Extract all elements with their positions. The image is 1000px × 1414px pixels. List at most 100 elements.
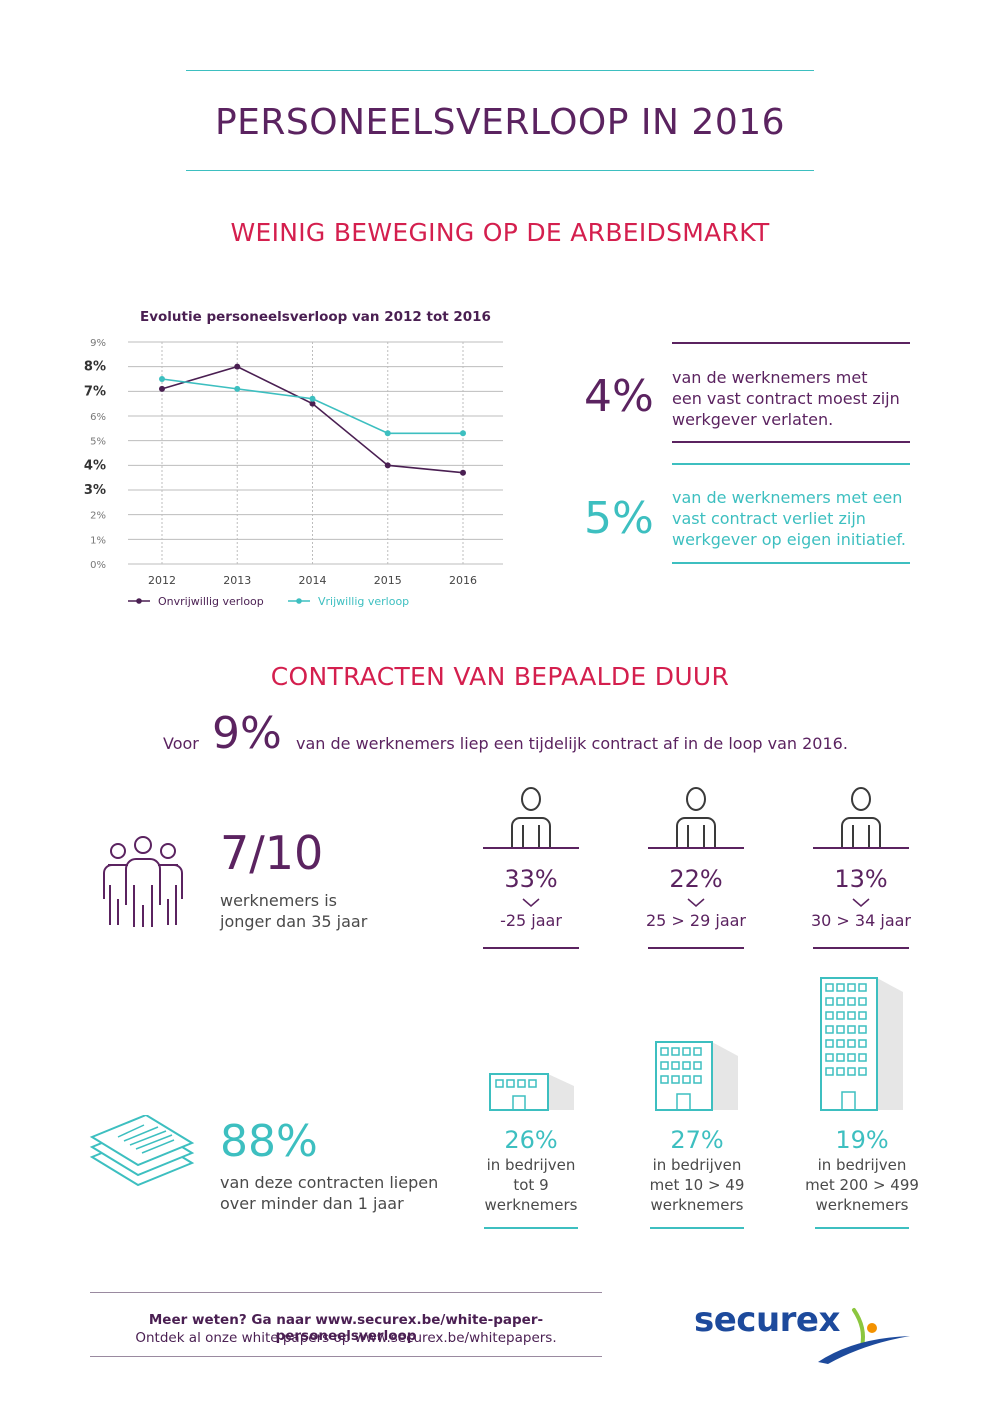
large-building-icon bbox=[820, 977, 903, 1111]
medium-building-icon bbox=[655, 1041, 738, 1111]
short-text: van deze contracten liepen over minder d… bbox=[220, 1172, 438, 1214]
stat1-text-line: werkgever verlaten. bbox=[672, 410, 834, 429]
age-bottom-rule bbox=[483, 947, 579, 949]
y-tick-label: 4% bbox=[84, 458, 106, 473]
young-text-line: jonger dan 35 jaar bbox=[220, 912, 368, 931]
young-value: 7/10 bbox=[220, 826, 324, 880]
company-label-line: met 10 > 49 bbox=[649, 1176, 745, 1194]
temp-prefix: Voor bbox=[163, 734, 199, 753]
legend-label: Onvrijwillig verloop bbox=[158, 595, 264, 608]
chevron-down-icon bbox=[522, 898, 540, 907]
y-tick-label: 3% bbox=[84, 483, 106, 498]
x-tick-label: 2014 bbox=[299, 574, 327, 587]
footer-whitepapers-line[interactable]: Ontdek al onze white papers op www.secur… bbox=[135, 1330, 557, 1346]
age-label: 25 > 29 jaar bbox=[645, 911, 746, 930]
securex-logo[interactable]: securex bbox=[694, 1298, 914, 1368]
age-pct: 33% bbox=[504, 865, 558, 893]
footer-link-line[interactable]: Meer weten? Ga naar www.securex.be/white… bbox=[148, 1312, 544, 1344]
stat2-text-line: werkgever op eigen initiatief. bbox=[672, 530, 906, 549]
documents-stack-icon bbox=[89, 1115, 195, 1187]
age-group: 33% -25 jaar bbox=[481, 785, 581, 965]
chevron-down-icon bbox=[852, 898, 870, 907]
stat2-text-line: van de werknemers met een bbox=[672, 488, 903, 507]
stat2-value: 5% bbox=[584, 493, 654, 544]
title-top-rule bbox=[186, 70, 814, 71]
y-tick-label: 8% bbox=[84, 360, 106, 375]
company-pct: 26% bbox=[504, 1126, 558, 1154]
data-point bbox=[234, 385, 241, 392]
temp-value: 9% bbox=[212, 708, 282, 759]
company-label: in bedrijven met 10 > 49 werknemers bbox=[632, 1155, 762, 1215]
stat1-text-line: een vast contract moest zijn bbox=[672, 389, 900, 408]
stat2-top-rule bbox=[672, 463, 910, 465]
stat1-text-line: van de werknemers met bbox=[672, 368, 868, 387]
age-label: -25 jaar bbox=[500, 911, 562, 930]
company-label-line: werknemers bbox=[815, 1196, 909, 1214]
company-label-line: werknemers bbox=[484, 1196, 578, 1214]
y-tick-label: 7% bbox=[84, 384, 106, 399]
company-label-line: met 200 > 499 bbox=[805, 1176, 919, 1194]
age-group: 13% 30 > 34 jaar bbox=[811, 785, 911, 965]
stat2-text: van de werknemers met een vast contract … bbox=[672, 487, 906, 550]
stat1-text: van de werknemers met een vast contract … bbox=[672, 367, 900, 430]
data-point bbox=[159, 376, 165, 382]
y-tick-label: 5% bbox=[90, 437, 106, 448]
stat1-value: 4% bbox=[584, 371, 654, 422]
data-point bbox=[159, 385, 165, 392]
age-bottom-rule bbox=[813, 947, 909, 949]
logo-wordmark: securex bbox=[694, 1300, 840, 1340]
y-tick-label: 9% bbox=[90, 338, 106, 349]
y-tick-label: 0% bbox=[90, 560, 106, 571]
people-group-icon bbox=[103, 836, 183, 927]
young-text: werknemers is jonger dan 35 jaar bbox=[220, 890, 367, 932]
company-bottom-rule bbox=[484, 1227, 578, 1229]
legend-label: Vrijwillig verloop bbox=[318, 595, 409, 608]
company-label-line: in bedrijven bbox=[652, 1156, 742, 1174]
data-point bbox=[460, 430, 466, 437]
section2-title: CONTRACTEN VAN BEPAALDE DUUR bbox=[270, 662, 730, 691]
short-value: 88% bbox=[220, 1116, 318, 1167]
age-bottom-rule bbox=[648, 947, 744, 949]
age-group: 22% 25 > 29 jaar bbox=[646, 785, 746, 965]
company-label: in bedrijven tot 9 werknemers bbox=[466, 1155, 596, 1215]
y-tick-label: 1% bbox=[90, 535, 106, 546]
stat1-bottom-rule bbox=[672, 441, 910, 443]
x-tick-label: 2013 bbox=[223, 574, 251, 587]
data-point bbox=[234, 363, 241, 370]
data-point bbox=[384, 462, 391, 469]
legend-marker bbox=[296, 598, 302, 604]
x-tick-label: 2012 bbox=[148, 574, 176, 587]
small-building-icon bbox=[489, 1073, 574, 1111]
y-tick-label: 2% bbox=[90, 511, 106, 522]
short-text-line: over minder dan 1 jaar bbox=[220, 1194, 404, 1213]
footer-bottom-rule bbox=[90, 1356, 602, 1357]
legend-marker bbox=[136, 598, 142, 604]
company-pct: 19% bbox=[835, 1126, 889, 1154]
age-pct: 13% bbox=[834, 865, 888, 893]
company-label: in bedrijven met 200 > 499 werknemers bbox=[797, 1155, 927, 1215]
logo-swoosh-icon bbox=[818, 1308, 910, 1364]
company-pct: 27% bbox=[670, 1126, 724, 1154]
data-point bbox=[460, 469, 466, 476]
temp-text: van de werknemers liep een tijdelijk con… bbox=[296, 734, 848, 753]
page-title: PERSONEELSVERLOOP IN 2016 bbox=[214, 102, 786, 143]
stat2-text-line: vast contract verliet zijn bbox=[672, 509, 866, 528]
company-bottom-rule bbox=[650, 1227, 744, 1229]
person-at-desk-icon bbox=[648, 787, 744, 849]
chevron-down-icon bbox=[687, 898, 705, 907]
stat1-top-rule bbox=[672, 342, 910, 344]
company-label-line: in bedrijven bbox=[486, 1156, 576, 1174]
footer-top-rule bbox=[90, 1292, 602, 1293]
x-tick-label: 2016 bbox=[449, 574, 477, 587]
data-point bbox=[384, 430, 391, 437]
data-point bbox=[309, 400, 316, 407]
short-text-line: van deze contracten liepen bbox=[220, 1173, 439, 1192]
young-text-line: werknemers is bbox=[220, 891, 337, 910]
age-pct: 22% bbox=[669, 865, 723, 893]
person-at-desk-icon bbox=[813, 787, 909, 849]
company-bottom-rule bbox=[815, 1227, 909, 1229]
company-label-line: tot 9 bbox=[513, 1176, 549, 1194]
person-at-desk-icon bbox=[483, 787, 579, 849]
data-point bbox=[309, 395, 316, 402]
company-label-line: in bedrijven bbox=[817, 1156, 907, 1174]
